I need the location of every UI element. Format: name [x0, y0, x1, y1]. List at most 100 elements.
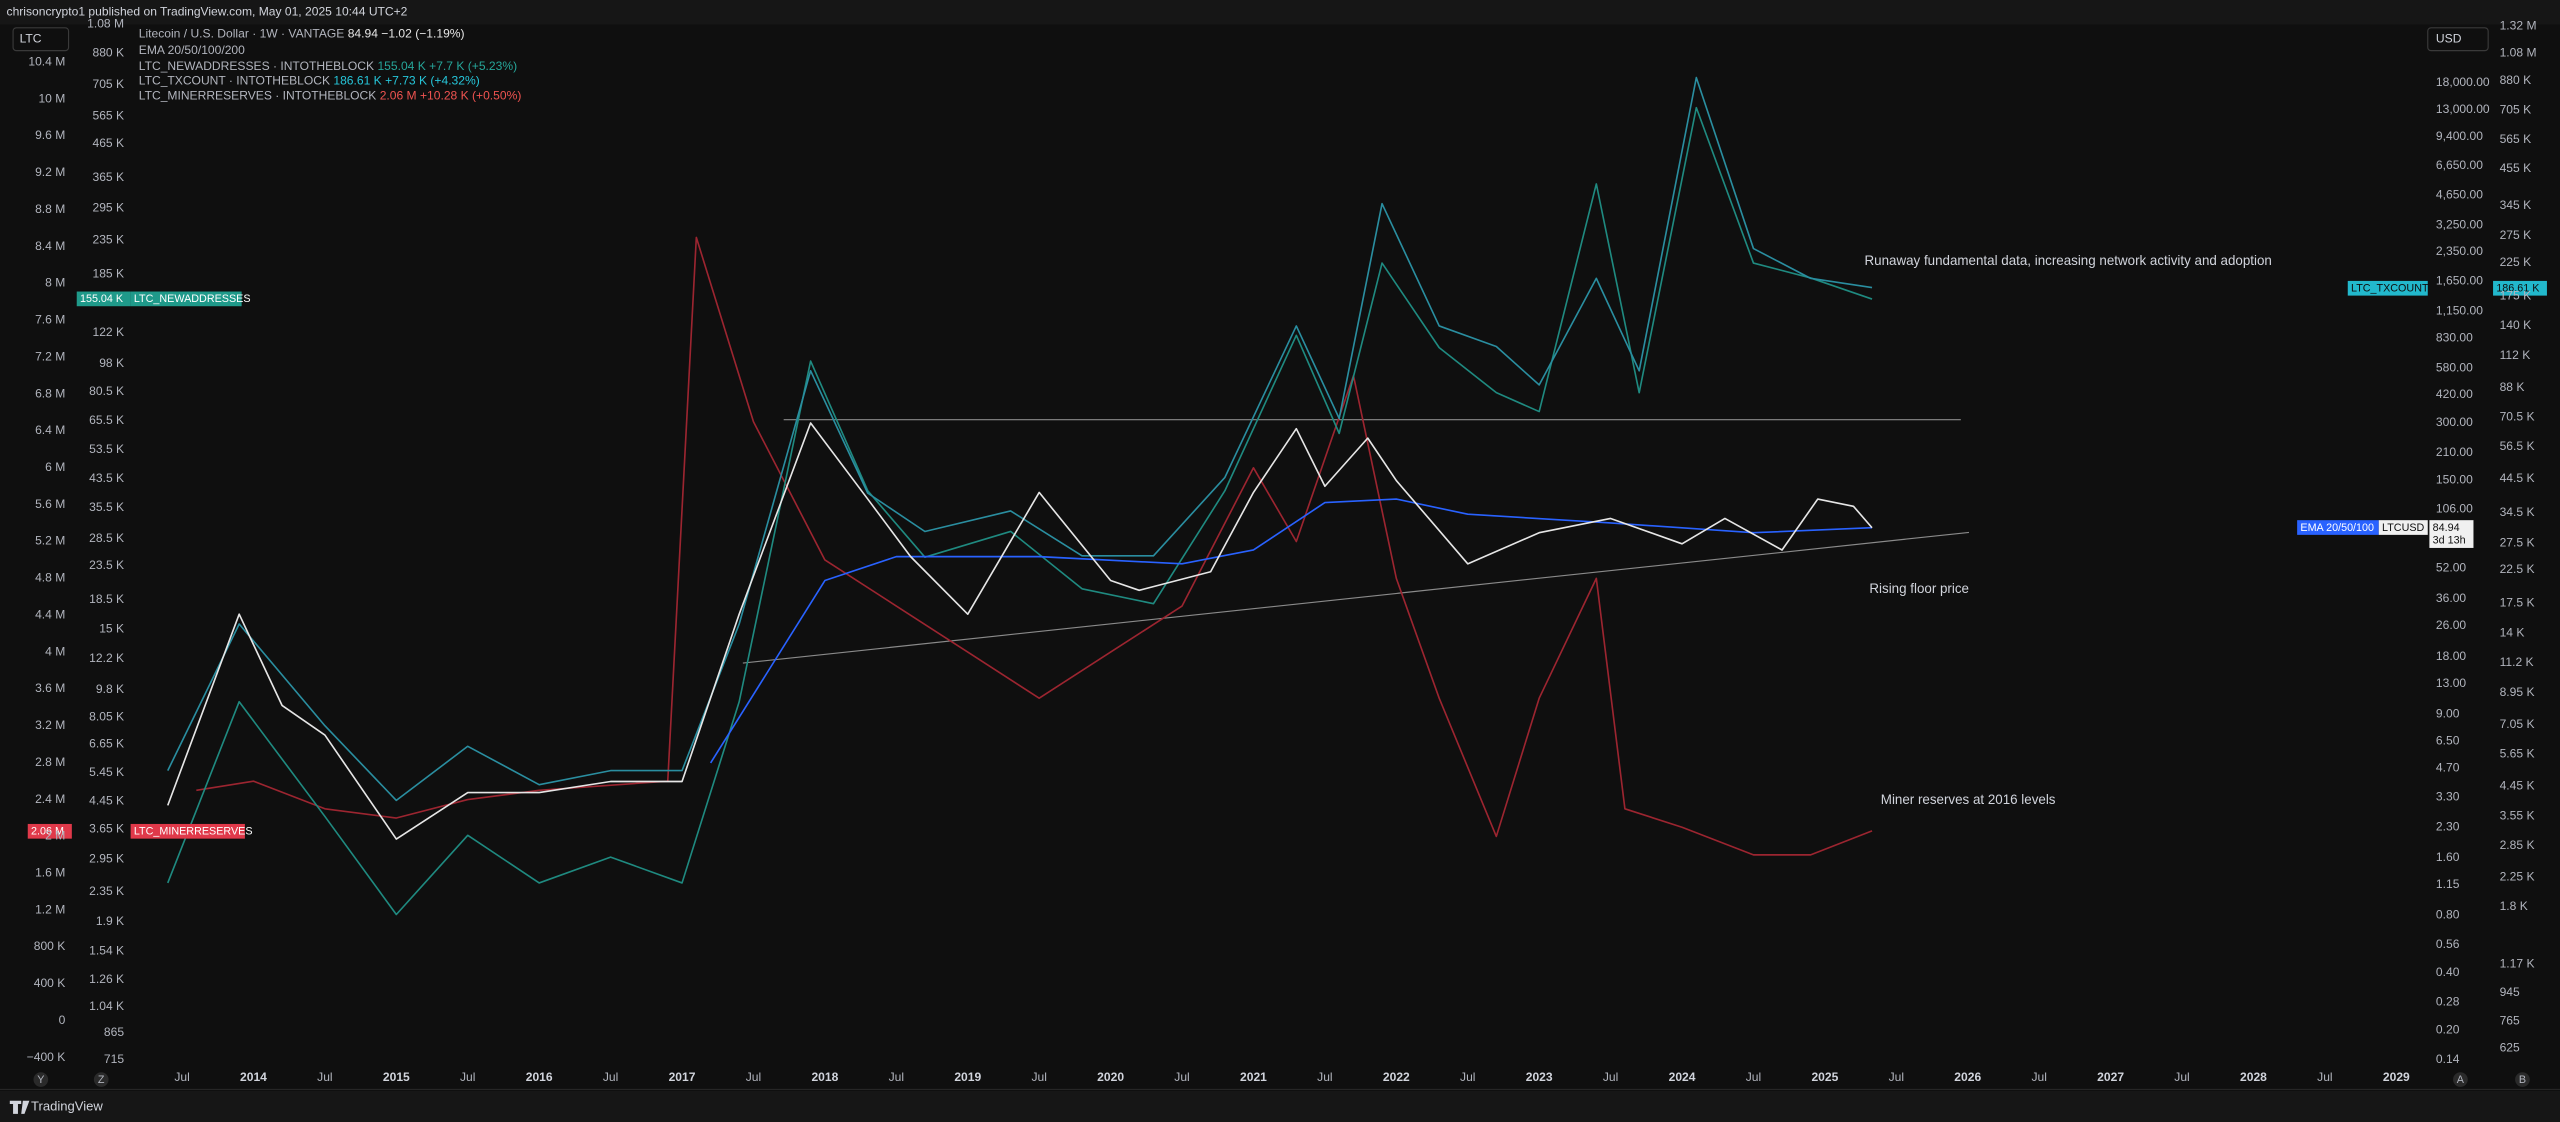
y-tick-label: 235 K: [93, 232, 125, 246]
y-tick-label: 880 K: [93, 46, 125, 60]
badge-bg: [2347, 280, 2428, 296]
y-tick-label: 8.05 K: [89, 710, 124, 724]
y-tick-label: 1.60: [2436, 850, 2460, 864]
y-tick-label: 12.2 K: [89, 651, 124, 665]
y-tick-label: 52.00: [2436, 561, 2467, 575]
badge-bg: [76, 291, 131, 307]
x-tick-label: 2016: [526, 1070, 553, 1084]
y-tick-label: 2.85 K: [2500, 838, 2535, 852]
y-tick-label: 6.50: [2436, 733, 2460, 747]
y-tick-label: 17.5 K: [2500, 596, 2535, 610]
badge-value: 155.04 K: [80, 293, 124, 305]
scale-button[interactable]: [2453, 1072, 2468, 1087]
legend-change: +7.7 K (+5.23%): [429, 59, 517, 73]
x-tick-label: 2017: [669, 1070, 696, 1084]
x-tick-label: 2026: [1954, 1070, 1981, 1084]
legend-minerreserves: LTC_MINERRESERVES · INTOTHEBLOCK 2.06 M …: [139, 89, 522, 103]
x-tick-label: 2022: [1383, 1070, 1410, 1084]
y-tick-label: 13.00: [2436, 676, 2467, 690]
y-tick-label: 0.80: [2436, 907, 2460, 921]
y-tick-label: 3.55 K: [2500, 809, 2535, 823]
series-line: [196, 236, 1873, 856]
y-tick-label: 4.8 M: [35, 571, 65, 585]
y-tick-label: 106.00: [2436, 502, 2473, 516]
y-tick-label: 2.95 K: [89, 852, 124, 866]
x-tick-label: 2020: [1097, 1070, 1124, 1084]
y-tick-label: 5.2 M: [35, 534, 65, 548]
legend-txcount: LTC_TXCOUNT · INTOTHEBLOCK 186.61 K +7.7…: [139, 74, 480, 88]
y-tick-label: 1.9 K: [96, 914, 124, 928]
y-tick-label: 400 K: [34, 976, 66, 990]
y-tick-label: 625: [2500, 1040, 2520, 1054]
x-tick-label: Jul: [1317, 1070, 1332, 1084]
y-tick-label: 150.00: [2436, 473, 2473, 487]
y-tick-label: 1.08 M: [87, 17, 124, 31]
x-tick-label: 2024: [1669, 1070, 1696, 1084]
badge-name: LTC_TXCOUNT: [2351, 283, 2429, 295]
y-tick-label: 175 K: [2500, 288, 2532, 302]
footer-bar: [0, 1090, 2560, 1122]
y-tick-label: 4.4 M: [35, 607, 65, 621]
y-tick-label: 15 K: [99, 622, 124, 636]
y-tick-label: 8 M: [45, 276, 65, 290]
scale-button-label[interactable]: A: [2457, 1074, 2465, 1086]
badges: 155.04 K LTC_NEWADDRESSES 2.06 M LTC_MIN…: [27, 280, 2547, 839]
badge-countdown: 3d 13h: [2433, 534, 2466, 546]
y-tick-label: 70.5 K: [2500, 410, 2535, 424]
legend-last: 186.61 K: [333, 74, 381, 88]
y-tick-label: 10.4 M: [28, 54, 65, 68]
y-tick-label: 28.5 K: [89, 531, 124, 545]
symbol-text[interactable]: LTC: [20, 31, 42, 45]
y-tick-label: 2,350.00: [2436, 244, 2483, 258]
symbol-box[interactable]: [12, 27, 70, 52]
badge-bg: [130, 291, 242, 307]
legend-last: 2.06 M: [380, 89, 417, 103]
y-tick-label: 830.00: [2436, 331, 2473, 345]
y-tick-label: 420.00: [2436, 387, 2473, 401]
currency-text[interactable]: USD: [2436, 31, 2462, 45]
scale-button-label[interactable]: B: [2519, 1074, 2526, 1086]
y-tick-label: 80.5 K: [89, 384, 124, 398]
y-tick-label: 27.5 K: [2500, 535, 2535, 549]
y-tick-label: 7.6 M: [35, 313, 65, 327]
y-tick-label: 1.08 M: [2500, 45, 2537, 59]
y-tick-label: 1,650.00: [2436, 274, 2483, 288]
x-tick-label: Jul: [889, 1070, 904, 1084]
y-tick-label: 140 K: [2500, 318, 2532, 332]
y-tick-label: 2.30: [2436, 820, 2460, 834]
y-tick-label: 56.5 K: [2500, 439, 2535, 453]
y-tick-label: 6.65 K: [89, 737, 124, 751]
y-tick-label: 225 K: [2500, 255, 2532, 269]
badge-value: 84.94: [2433, 522, 2460, 534]
y-tick-label: 9.6 M: [35, 128, 65, 142]
x-tick-label: Jul: [2031, 1070, 2046, 1084]
scale-button[interactable]: [33, 1072, 49, 1087]
y-tick-label: 10 M: [38, 91, 65, 105]
y-tick-label: 4.45 K: [2500, 778, 2535, 792]
y-tick-label: 43.5 K: [89, 471, 124, 485]
y-tick-label: 8.8 M: [35, 202, 65, 216]
scale-button[interactable]: [93, 1072, 109, 1087]
x-tick-label: Jul: [174, 1070, 189, 1084]
y-tick-label: 2 M: [45, 829, 65, 843]
scale-button-label[interactable]: Y: [37, 1074, 44, 1086]
y-tick-label: 1.17 K: [2500, 957, 2535, 971]
y-tick-label: 98 K: [99, 356, 124, 370]
y-tick-label: 705 K: [93, 77, 125, 91]
x-tick-label: Jul: [603, 1070, 618, 1084]
y-tick-label: 295 K: [93, 200, 125, 214]
scale-button-label[interactable]: Z: [98, 1074, 105, 1086]
x-tick-label: Jul: [1746, 1070, 1761, 1084]
annotation: Miner reserves at 2016 levels: [1881, 792, 2056, 807]
scale-button[interactable]: [2515, 1072, 2530, 1087]
series-line: [166, 422, 1873, 840]
y-tick-label: 6 M: [45, 460, 65, 474]
x-tick-label: 2014: [240, 1070, 267, 1084]
currency-box[interactable]: [2427, 27, 2489, 52]
y-tick-label: 7.2 M: [35, 349, 65, 363]
y-tick-label: 0.28: [2436, 995, 2460, 1009]
y-tick-label: 23.5 K: [89, 558, 124, 572]
y-tick-label: 705 K: [2500, 102, 2532, 116]
y-tick-label: 7.05 K: [2500, 717, 2535, 731]
